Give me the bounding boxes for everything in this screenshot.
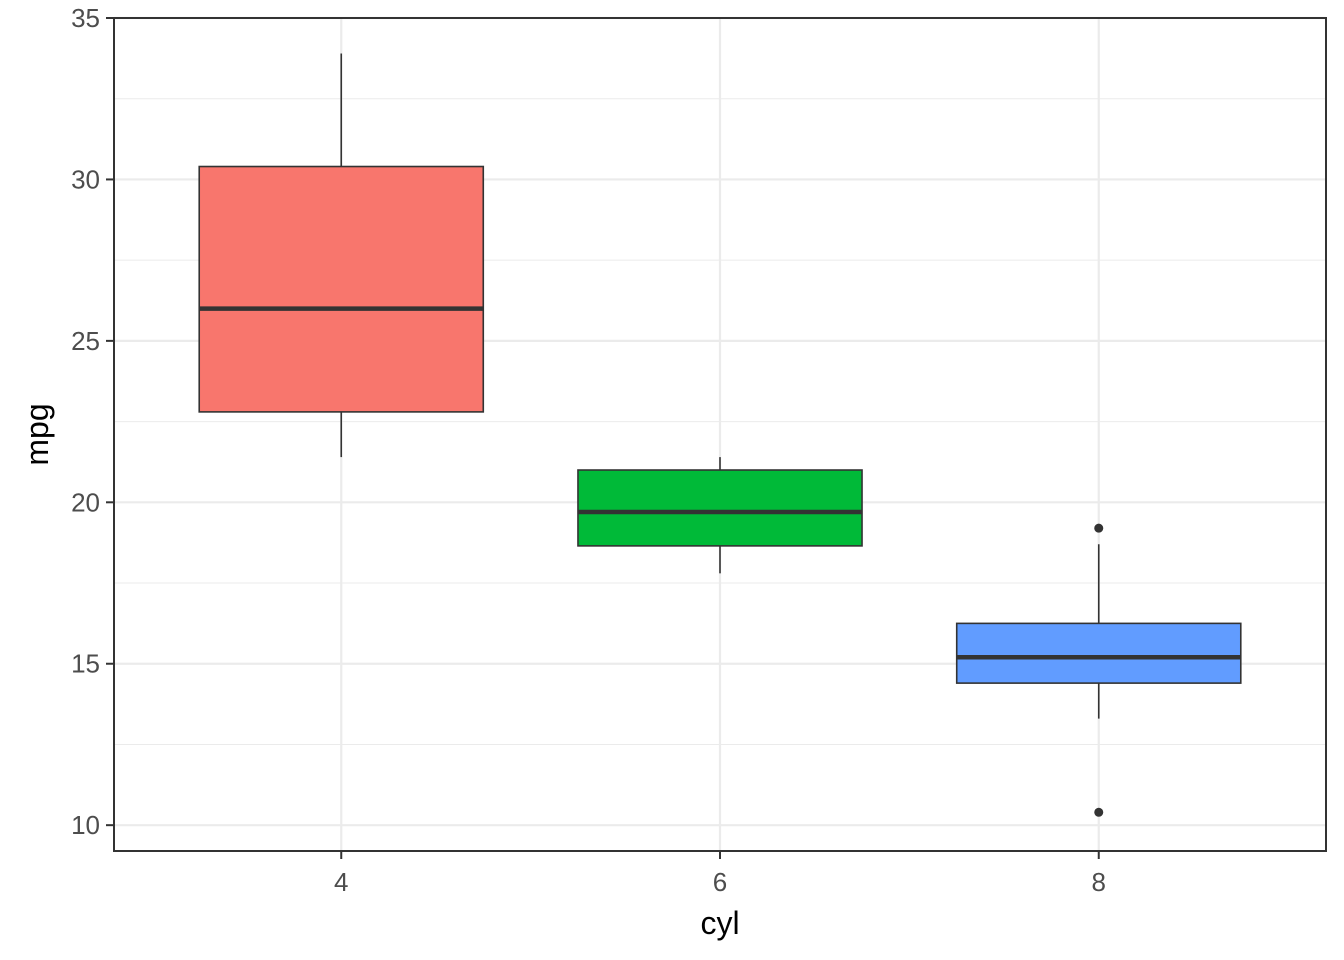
box-body — [577, 469, 863, 547]
y-axis-ticks: 10 15 20 25 30 35 — [71, 3, 114, 840]
x-tick-label: 8 — [1092, 867, 1106, 897]
x-tick-label: 4 — [334, 867, 348, 897]
x-axis-ticks: 4 6 8 — [334, 851, 1106, 897]
y-tick-label: 20 — [71, 487, 100, 517]
y-axis-title: mpg — [19, 403, 55, 465]
outlier-point — [1094, 807, 1104, 817]
y-tick-label: 35 — [71, 3, 100, 33]
y-tick-label: 30 — [71, 164, 100, 194]
box-6 — [577, 457, 863, 574]
boxes — [198, 53, 1242, 817]
y-tick-label: 10 — [71, 810, 100, 840]
box-body — [198, 165, 485, 413]
y-tick-label: 15 — [71, 649, 100, 679]
y-tick-label: 25 — [71, 326, 100, 356]
box-8 — [955, 523, 1242, 817]
box-body — [955, 622, 1242, 684]
x-axis-title: cyl — [700, 905, 739, 941]
outlier-point — [1094, 523, 1104, 533]
box-4 — [198, 53, 485, 458]
x-tick-label: 6 — [713, 867, 727, 897]
